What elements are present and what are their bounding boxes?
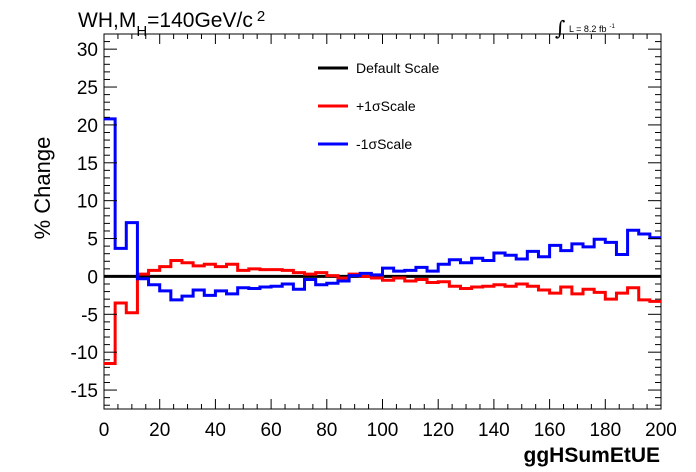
lumi-integral: ∫ (555, 16, 565, 40)
series-layer (104, 117, 661, 366)
y-tick-label: 30 (77, 40, 98, 61)
legend-label-2: -1σScale (356, 136, 412, 152)
chart-title-rest: =140GeV/c (147, 9, 253, 32)
y-tick-label: 20 (77, 116, 98, 137)
series-line-2 (104, 117, 661, 302)
y-tick-label: -10 (71, 343, 98, 364)
x-tick-label: 100 (367, 420, 399, 441)
x-tick-label: 120 (422, 420, 454, 441)
y-tick-label: -15 (71, 381, 98, 402)
y-tick-label: 15 (77, 154, 98, 175)
x-tick-label: 140 (478, 420, 510, 441)
axes-layer: 0 20 40 60 80 100 120 140 160 180 200 -15 -10 -5 0 5 10 1… (71, 33, 677, 441)
y-tick-label: 5 (87, 230, 98, 251)
x-tick-label: 80 (316, 420, 337, 441)
legend-label-1: +1σScale (356, 98, 416, 114)
x-axis-label: ggHSumEtUE (524, 444, 661, 467)
chart-title-sub: H (136, 23, 147, 40)
y-axis-label: % Change (30, 137, 55, 240)
x-tick-label: 180 (589, 420, 621, 441)
x-tick-label: 0 (99, 420, 110, 441)
x-tick-label: 160 (534, 420, 566, 441)
chart-title-sup: 2 (257, 8, 265, 25)
x-tick-label: 200 (645, 420, 677, 441)
y-tick-label: -5 (81, 305, 98, 326)
x-tick-label: 60 (261, 420, 282, 441)
chart-title: WH,MH=140GeV/c 2 (78, 8, 265, 40)
x-tick-label: 20 (149, 420, 170, 441)
legend: Default Scale +1σScale -1σScale (318, 60, 439, 152)
legend-label-0: Default Scale (356, 60, 439, 76)
lumi-text: L = 8.2 fb (569, 24, 606, 34)
lumi-sup: -1 (609, 24, 615, 30)
lumi-label: L = 8.2 fb -1 (569, 24, 615, 34)
y-tick-label: 10 (77, 192, 98, 213)
series-line-1 (104, 259, 661, 366)
y-tick-label: 0 (87, 267, 98, 288)
y-tick-label: 25 (77, 78, 98, 99)
x-tick-label: 40 (205, 420, 226, 441)
chart-title-main: WH,M (78, 9, 136, 32)
